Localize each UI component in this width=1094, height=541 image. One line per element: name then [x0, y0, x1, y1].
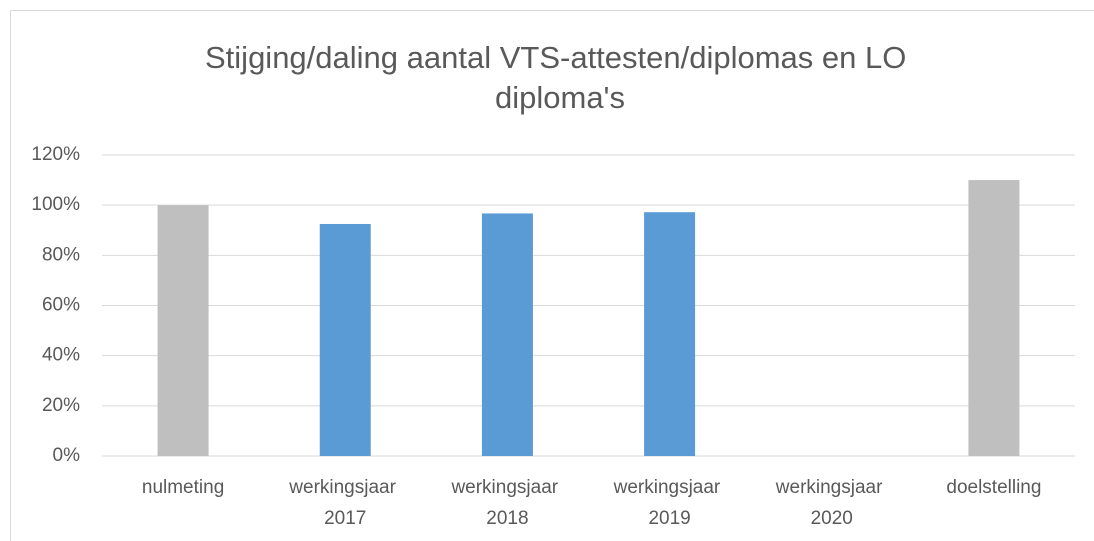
x-tick-label: werkingsjaar 2018 [450, 477, 563, 529]
y-tick-label: 120% [31, 144, 80, 165]
x-tick-label: nulmeting [142, 477, 224, 498]
y-tick-label: 20% [42, 395, 80, 416]
bar [968, 180, 1020, 457]
x-tick-label: werkingsjaar 2017 [288, 477, 401, 529]
y-tick-label: 0% [53, 445, 81, 466]
y-tick-label: 60% [42, 295, 80, 316]
bar [157, 205, 209, 456]
y-tick-label: 100% [31, 194, 80, 215]
x-tick-label: doelstelling [946, 477, 1041, 498]
bar [319, 223, 371, 456]
bar [644, 212, 696, 456]
x-tick-label: werkingsjaar 2019 [613, 477, 726, 529]
bar [481, 213, 533, 456]
chart-title: Stijging/daling aantal VTS-attesten/dipl… [205, 40, 915, 115]
y-tick-label: 40% [42, 345, 80, 366]
x-tick-label: werkingsjaar 2020 [775, 477, 888, 529]
y-tick-label: 80% [42, 244, 80, 265]
